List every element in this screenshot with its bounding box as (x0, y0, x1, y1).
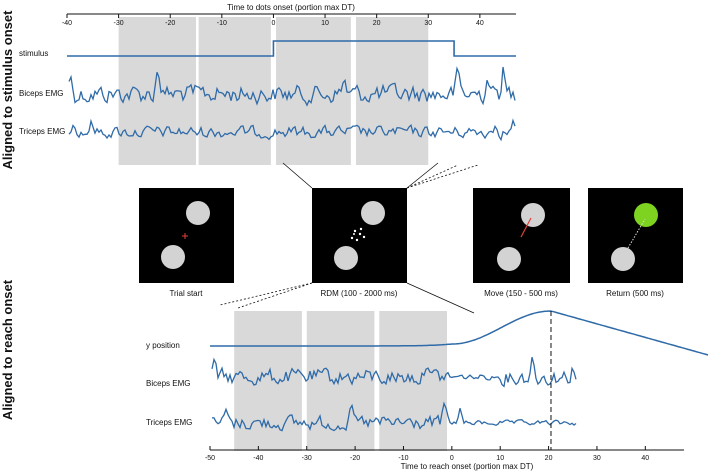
tick-label: -30 (114, 20, 124, 27)
screen-return: Return (500 ms) (588, 188, 683, 298)
tick-label: 30 (424, 20, 432, 27)
bottom-axis-ticks: -50 -40 -30 -20 -10 0 10 20 30 40 (205, 446, 649, 462)
bottom-axis-label: Time to reach onset (portion max DT) (401, 462, 534, 471)
screen-trial-start: Trial start (139, 188, 234, 298)
target-circle (161, 245, 185, 269)
tick-label: -50 (205, 455, 215, 462)
top-row-label-triceps: Triceps EMG (19, 127, 65, 136)
tick-label: 0 (450, 455, 454, 462)
target-circle (521, 203, 545, 227)
connector-lines (219, 162, 479, 314)
screen-label: Move (150 - 500 ms) (484, 289, 558, 298)
top-axis-ticks: -40 -30 -20 -10 0 10 20 30 40 (62, 14, 484, 27)
fixation-cross-icon (182, 233, 188, 239)
bottom-triceps-trace (211, 401, 577, 432)
target-circle (497, 247, 521, 271)
tick-label: -40 (253, 455, 263, 462)
screen-move: Move (150 - 500 ms) (473, 188, 570, 298)
tick-label: 10 (496, 455, 504, 462)
top-triceps-trace (68, 118, 516, 142)
target-circle-active (634, 203, 658, 227)
bottom-row-label-triceps: Triceps EMG (146, 418, 192, 427)
top-biceps-trace (68, 66, 516, 107)
tick-label: 10 (321, 20, 329, 27)
bottom-biceps-trace (211, 357, 577, 388)
side-label-top: Aligned to stimulus onset (0, 10, 15, 170)
bottom-panel: -50 -40 -30 -20 -10 0 10 20 30 40 Time to reach o… (146, 310, 709, 471)
tick-label: -10 (217, 20, 227, 27)
shaded-window (198, 17, 271, 165)
tick-label: -30 (302, 455, 312, 462)
side-label-bottom: Aligned to reach onset (0, 279, 15, 420)
tick-label: 40 (476, 20, 484, 27)
shaded-window (234, 311, 302, 451)
screen-label: Trial start (169, 289, 203, 298)
target-circle (334, 246, 358, 270)
shaded-window (118, 17, 197, 165)
top-row-label-biceps: Biceps EMG (19, 89, 63, 98)
top-row-label-stimulus: stimulus (19, 49, 48, 58)
target-circle (611, 247, 635, 271)
target-circle (186, 201, 210, 225)
bottom-ypos-trace (210, 310, 709, 356)
bottom-row-label-ypos: y position (146, 341, 180, 350)
bottom-shaded-windows (234, 311, 447, 451)
target-circle (361, 201, 385, 225)
screen-label: RDM (100 - 2000 ms) (321, 289, 398, 298)
shaded-window (356, 17, 429, 165)
tick-label: 0 (271, 20, 275, 27)
bottom-row-label-biceps: Biceps EMG (146, 379, 190, 388)
tick-label: -10 (398, 455, 408, 462)
task-screens: Trial start RDM (100 - 2000 ms) Move (15… (139, 188, 683, 298)
tick-label: 40 (641, 455, 649, 462)
top-stimulus-trace (67, 40, 516, 57)
return-path-icon (627, 218, 646, 249)
shaded-window (306, 311, 375, 451)
top-axis-label: Time to dots onset (portion max DT) (227, 3, 355, 12)
tick-label: -40 (62, 20, 72, 27)
tick-label: 20 (373, 20, 381, 27)
screen-label: Return (500 ms) (606, 289, 664, 298)
screen-rdm: RDM (100 - 2000 ms) (312, 188, 407, 298)
tick-label: -20 (350, 455, 360, 462)
tick-label: 20 (545, 455, 553, 462)
tick-label: 30 (593, 455, 601, 462)
top-panel: -40 -30 -20 -10 0 10 20 30 40 Time to dots onset… (19, 3, 516, 165)
random-dots-icon (350, 227, 366, 242)
hand-path-icon (520, 217, 532, 238)
tick-label: -20 (165, 20, 175, 27)
